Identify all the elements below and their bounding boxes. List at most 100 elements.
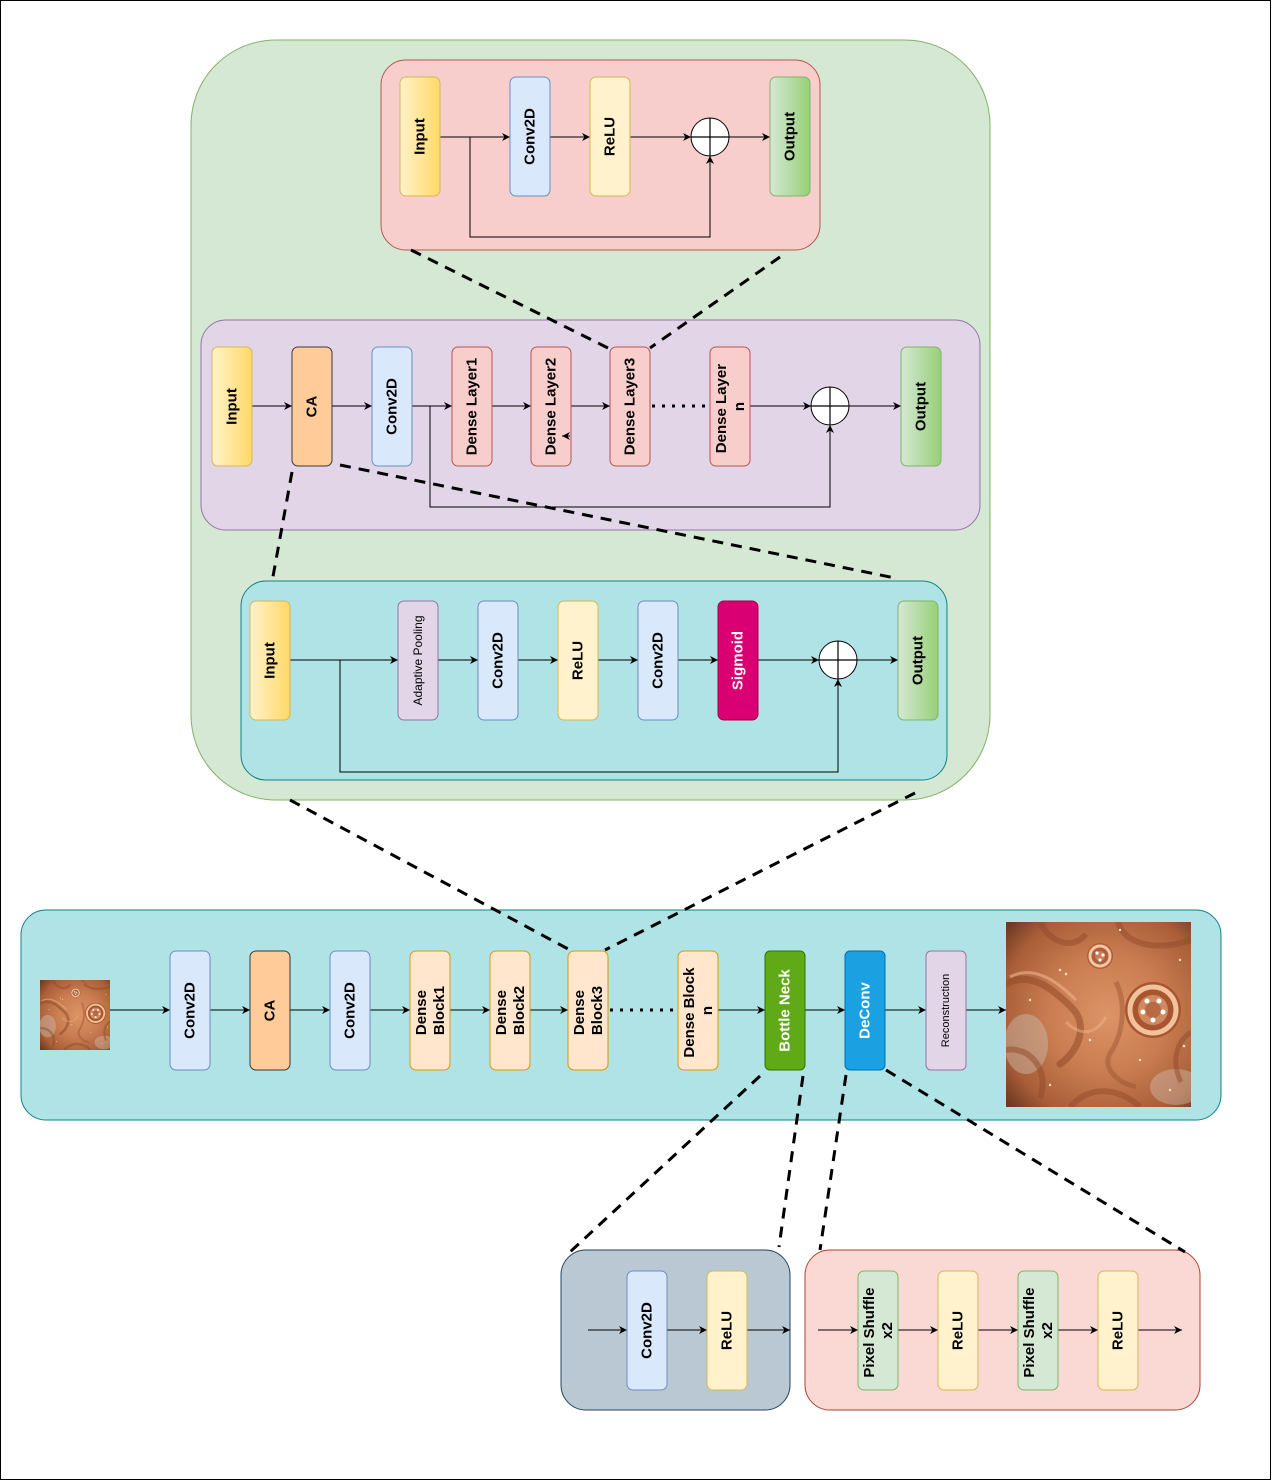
input-image bbox=[39, 980, 114, 1050]
pixel-shuffle1-label: Pixel Shuffle x2 bbox=[861, 1283, 896, 1377]
ca-conv2-label: Conv2D bbox=[650, 632, 667, 689]
bottleneck-conv-box bbox=[626, 1270, 668, 1391]
top-sum-node bbox=[690, 117, 730, 157]
zoom-lines bbox=[270, 248, 1186, 1254]
dense-layer-n-box bbox=[709, 346, 751, 467]
dense-block1-line1: Dense bbox=[413, 990, 430, 1035]
bottleneck-box bbox=[764, 950, 806, 1071]
middle-sum-node bbox=[810, 386, 850, 426]
top-panel-arrows bbox=[440, 133, 770, 238]
skip-connection bbox=[429, 406, 834, 508]
dense-layer1-box bbox=[451, 346, 493, 467]
dense-block3-line1: Dense bbox=[571, 990, 588, 1035]
sigmoid-box bbox=[717, 600, 759, 721]
deconv-relu1-label: ReLU bbox=[950, 1311, 967, 1350]
zoom-line-deconv-right bbox=[885, 1068, 1186, 1254]
deconv-relu1-box bbox=[937, 1270, 979, 1391]
zoom-line-deconv-left bbox=[818, 1074, 848, 1251]
bottleneck-conv-label: Conv2D bbox=[639, 1302, 656, 1359]
deconv-relu2-box bbox=[1097, 1270, 1139, 1391]
dense-layer-n-line2: n bbox=[731, 402, 748, 411]
skip-connection bbox=[339, 660, 842, 773]
main-conv1-box bbox=[169, 950, 211, 1071]
reconstruction-box bbox=[925, 950, 967, 1071]
middle-conv-box bbox=[371, 346, 413, 467]
zoom-line-bottleneck-left bbox=[568, 1074, 762, 1254]
zoom-line-block-right bbox=[604, 791, 916, 952]
pixel-shuffle2-label: Pixel Shuffle x2 bbox=[1021, 1283, 1056, 1377]
top-output-label: Output bbox=[782, 112, 799, 161]
ca-input-box bbox=[249, 600, 291, 721]
bottleneck-relu-label: ReLU bbox=[719, 1311, 736, 1350]
middle-input-label: Input bbox=[224, 388, 241, 425]
ca-output-box bbox=[897, 600, 939, 721]
middle-input-box bbox=[211, 346, 253, 467]
ca-conv2-box bbox=[637, 600, 679, 721]
top-conv-label: Conv2D bbox=[522, 108, 539, 165]
sigmoid-label: Sigmoid bbox=[730, 631, 747, 690]
ca-sum-node bbox=[818, 640, 858, 680]
adaptive-pooling-box bbox=[397, 600, 439, 721]
deconv-box bbox=[844, 950, 886, 1071]
top-conv-box bbox=[509, 76, 551, 197]
dense-layer2-label: Dense Layer2 bbox=[543, 358, 560, 456]
bottleneck-relu-box bbox=[706, 1270, 748, 1391]
ca-output-label: Output bbox=[910, 636, 927, 685]
ca-panel-arrows bbox=[290, 656, 898, 773]
main-ca-box bbox=[249, 950, 291, 1071]
middle-ca-box bbox=[291, 346, 333, 467]
ca-relu-label: ReLU bbox=[570, 641, 587, 680]
zoom-line-top-right bbox=[649, 255, 781, 350]
main-conv2-box bbox=[329, 950, 371, 1071]
deconv-relu2-label: ReLU bbox=[1110, 1311, 1127, 1350]
main-conv2-label: Conv2D bbox=[342, 982, 359, 1039]
ca-conv1-box bbox=[477, 600, 519, 721]
adaptive-pooling-label: Adaptive Pooling bbox=[411, 615, 425, 705]
dense-block1-label: Dense Block1 bbox=[413, 986, 448, 1035]
dense-block2-line2: Block2 bbox=[511, 986, 528, 1035]
pixel-shuffle1-line1: Pixel Shuffle bbox=[861, 1288, 878, 1378]
zoom-line-block-left bbox=[289, 798, 571, 952]
dense-layer-n-label: Dense Layer n bbox=[713, 360, 748, 453]
zoom-line-bottleneck-right bbox=[777, 1075, 805, 1248]
middle-panel-arrows bbox=[252, 402, 901, 508]
pixel-shuffle1-line2: x2 bbox=[879, 1322, 896, 1339]
dense-layer3-box bbox=[609, 346, 651, 467]
ca-conv1-label: Conv2D bbox=[490, 632, 507, 689]
pixel-shuffle2-box bbox=[1017, 1270, 1059, 1391]
dense-layer1-label: Dense Layer1 bbox=[464, 358, 481, 456]
dense-block2-label: Dense Block2 bbox=[493, 986, 528, 1035]
dense-block3-line2: Block3 bbox=[589, 986, 606, 1035]
reconstruction-label: Reconstruction bbox=[940, 974, 952, 1047]
top-relu-box bbox=[589, 76, 631, 197]
middle-output-box bbox=[900, 346, 942, 467]
top-output-box bbox=[769, 76, 811, 197]
top-input-box bbox=[399, 76, 441, 197]
middle-conv-label: Conv2D bbox=[384, 378, 401, 435]
output-image bbox=[1004, 922, 1202, 1107]
middle-ca-label: CA bbox=[304, 396, 321, 418]
dense-layer-n-line1: Dense Layer bbox=[713, 364, 730, 453]
deconv-label: DeConv bbox=[857, 982, 874, 1039]
dense-block-n-line2: n bbox=[699, 1006, 716, 1015]
pixel-shuffle1-box bbox=[857, 1270, 899, 1391]
pixel-shuffle2-line2: x2 bbox=[1039, 1322, 1056, 1339]
skip-connection bbox=[469, 137, 714, 238]
dense-block-n-box bbox=[677, 950, 719, 1071]
dense-block1-box bbox=[409, 950, 451, 1071]
dense-block-n-label: Dense Block n bbox=[681, 963, 716, 1057]
ca-relu-box bbox=[557, 600, 599, 721]
main-conv1-label: Conv2D bbox=[182, 982, 199, 1039]
dense-block2-box bbox=[489, 950, 531, 1071]
ca-input-label: Input bbox=[262, 642, 279, 679]
dense-block3-box bbox=[567, 950, 609, 1071]
dense-layer3-label: Dense Layer3 bbox=[622, 358, 639, 456]
middle-output-label: Output bbox=[913, 382, 930, 431]
dense-layer2-box bbox=[530, 346, 572, 467]
main-panel bbox=[20, 909, 1222, 1121]
main-ca-label: CA bbox=[262, 1000, 279, 1022]
pixel-shuffle2-line1: Pixel Shuffle bbox=[1021, 1288, 1038, 1378]
dense-block1-line2: Block1 bbox=[431, 986, 448, 1035]
top-relu-label: ReLU bbox=[602, 117, 619, 156]
